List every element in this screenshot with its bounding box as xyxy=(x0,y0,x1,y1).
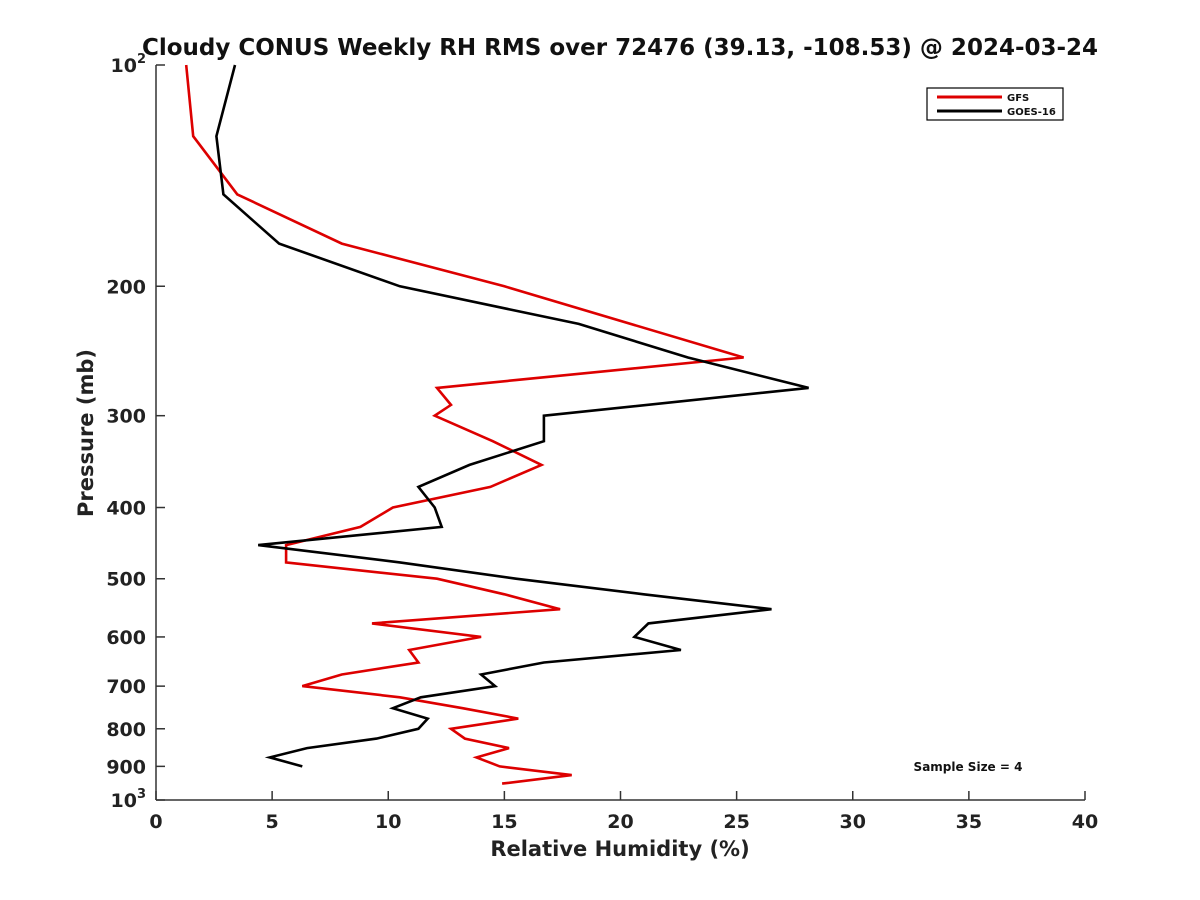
sample-size-annotation: Sample Size = 4 xyxy=(914,760,1023,774)
chart-title: Cloudy CONUS Weekly RH RMS over 72476 (3… xyxy=(142,35,1098,61)
x-tick-label: 35 xyxy=(956,811,982,833)
series-line-goes16 xyxy=(215,64,809,768)
x-tick-label: 10 xyxy=(375,811,401,833)
y-axis-label: Pressure (mb) xyxy=(74,349,98,517)
x-tick-label: 5 xyxy=(266,811,279,833)
series-lines xyxy=(184,64,809,785)
x-axis-ticks: 0 5 10 15 20 25 30 35 40 xyxy=(149,791,1098,833)
y-tick-label: 700 xyxy=(106,676,146,698)
y-tick-base: 10 xyxy=(111,55,137,77)
legend-label-goes16: GOES-16 xyxy=(1007,107,1056,118)
legend: GFS GOES-16 xyxy=(926,87,1064,121)
y-tick-label: 400 xyxy=(106,498,146,520)
x-tick-label: 40 xyxy=(1072,811,1098,833)
y-tick-base: 10 xyxy=(111,790,137,812)
y-tick-label: 600 xyxy=(106,627,146,649)
y-tick-label: 103 xyxy=(111,787,147,812)
y-tick-label: 500 xyxy=(106,569,146,591)
y-tick-label: 200 xyxy=(106,276,146,298)
y-tick-label: 900 xyxy=(106,756,146,778)
plot-area: 0 5 10 15 20 25 30 35 40 10220030040050060070080… xyxy=(106,52,1098,833)
series-line-gfs xyxy=(184,64,744,785)
y-tick-label: 102 xyxy=(111,52,147,77)
y-tick-exponent: 3 xyxy=(137,787,146,802)
x-tick-label: 30 xyxy=(840,811,866,833)
legend-label-gfs: GFS xyxy=(1007,93,1029,104)
y-tick-exponent: 2 xyxy=(137,52,146,67)
x-tick-label: 20 xyxy=(607,811,633,833)
legend-box xyxy=(926,87,1064,121)
y-tick-label: 800 xyxy=(106,719,146,741)
x-axis-label: Relative Humidity (%) xyxy=(490,837,749,861)
x-tick-label: 0 xyxy=(149,811,162,833)
x-tick-label: 15 xyxy=(491,811,517,833)
y-tick-label: 300 xyxy=(106,406,146,428)
x-tick-label: 25 xyxy=(723,811,749,833)
